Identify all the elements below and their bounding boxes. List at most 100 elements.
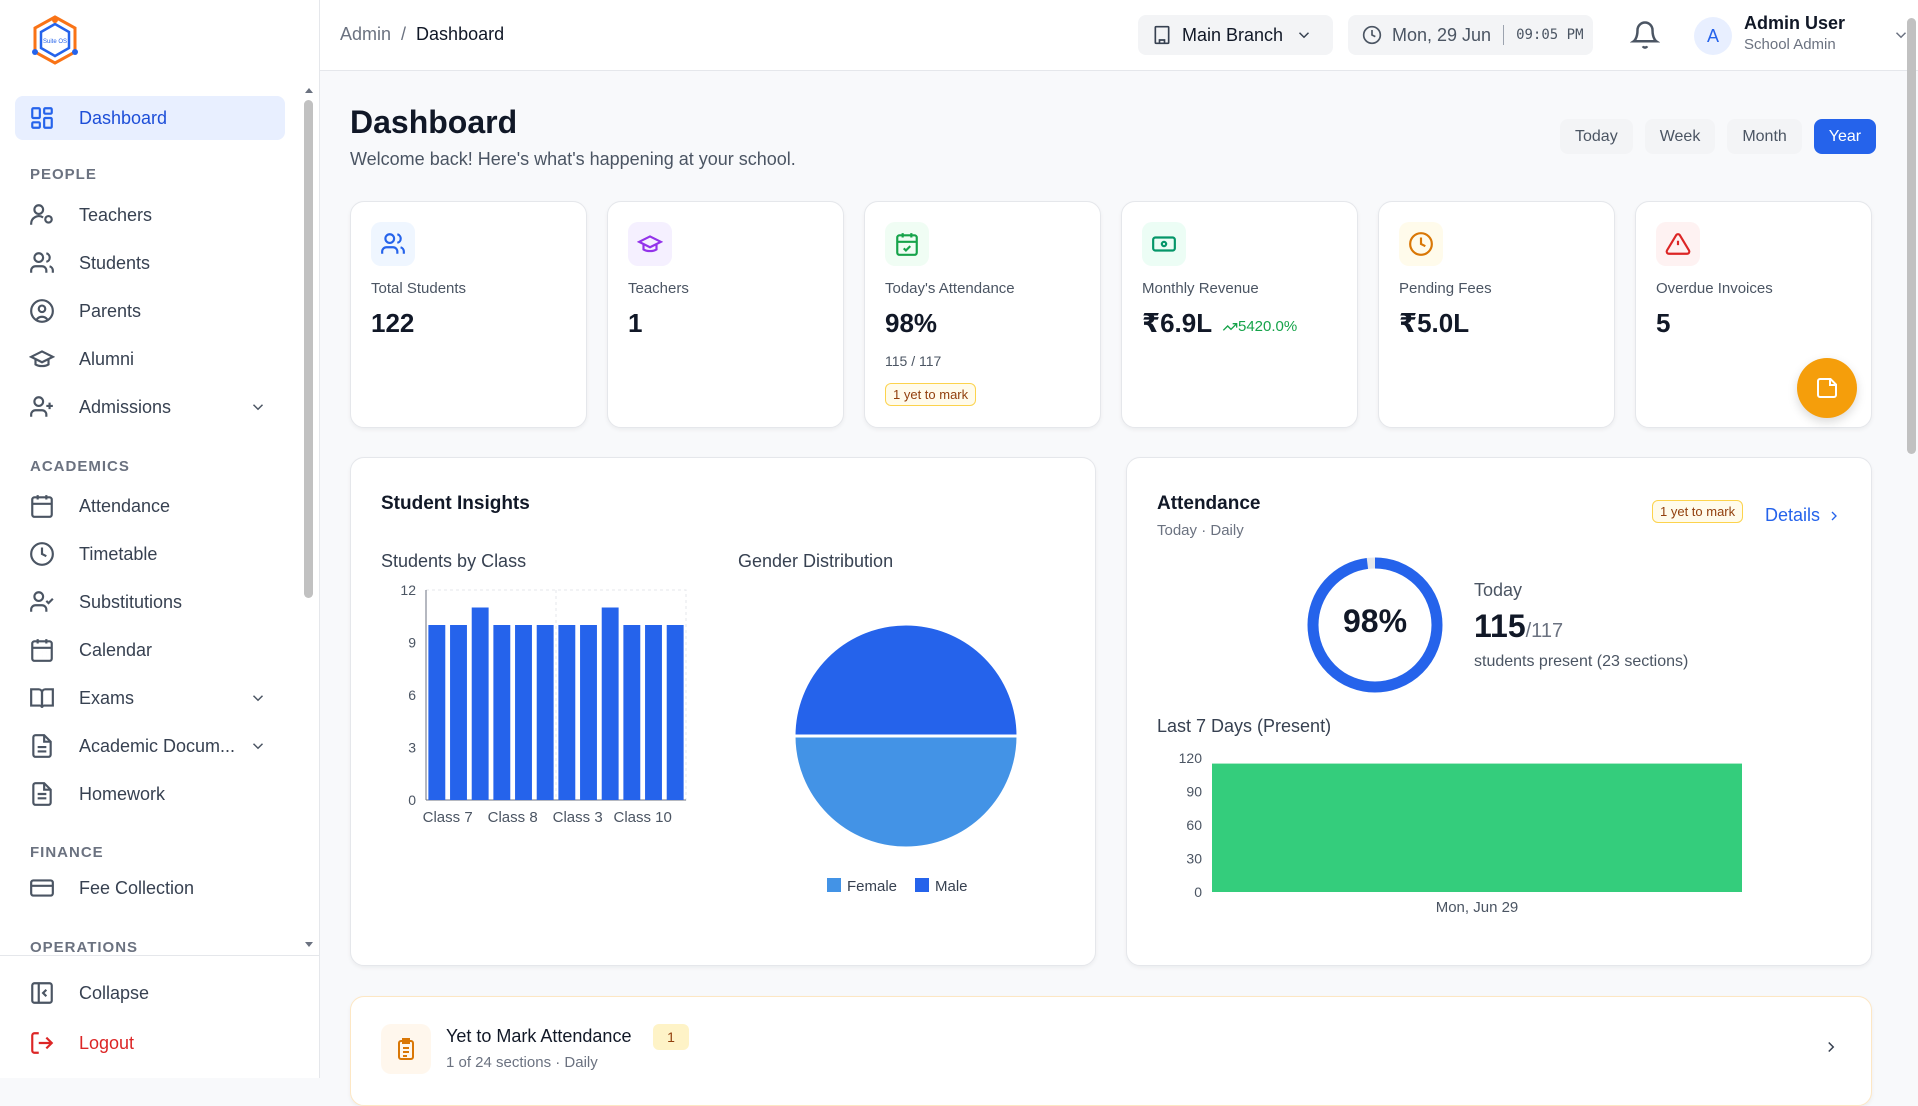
last7-title: Last 7 Days (Present) [1157,716,1332,736]
sidebar-item-fee-collection[interactable]: Fee Collection [15,866,285,910]
yet-to-mark-count: 1 [653,1024,689,1050]
grid-icon [31,107,53,129]
stat-card-monthly-revenue[interactable]: Monthly Revenue ₹6.9L 5420.0% [1121,201,1358,428]
avatar[interactable]: A [1694,17,1732,55]
trending-up-icon [1222,322,1238,331]
graduation-cap-icon [628,222,672,266]
collapse-button[interactable]: Collapse [15,971,285,1015]
yet-to-mark-card[interactable] [350,996,1872,1106]
present-count: 115 /117 [1474,608,1563,645]
attendance-yet-badge: 1 yet to mark [1652,500,1744,523]
logout-label: Logout [79,1032,135,1053]
yet-to-mark-subtitle: 1 of 24 sections · Daily [446,1054,598,1071]
sticky-note-icon [1817,378,1837,398]
x-tick-label: Class 7 [423,809,473,826]
sidebar-scroll-thumb[interactable] [304,100,313,598]
legend-swatch [827,878,841,892]
stat-value: ₹6.9L [1142,308,1213,338]
app-logo[interactable]: Suite OS [30,14,80,66]
stat-card-total-students[interactable]: Total Students 122 [350,201,587,428]
yet-to-mark-title: Yet to Mark Attendance [446,1026,632,1046]
book-open-icon [30,688,54,708]
legend-swatch [915,878,929,892]
file-text-icon [32,734,52,758]
stat-card-attendance[interactable]: Today's Attendance 98% 115 / 117 1 yet t… [864,201,1101,428]
branch-selector[interactable]: Main Branch [1138,15,1333,55]
users-icon [30,252,54,273]
sidebar-item-label: Admissions [79,396,172,417]
chevron-right-icon[interactable] [1822,1038,1840,1056]
sidebar-item-label: Timetable [79,543,158,564]
revenue-trend: 5420.0% [1222,318,1297,335]
details-label: Details [1765,505,1821,525]
page-scroll-thumb[interactable] [1907,18,1916,454]
sidebar-item-exams[interactable]: Exams [15,676,285,720]
section-people: PEOPLE [30,166,97,183]
last-7-days-chart: 0 30 60 90 120 Mon, Jun 29 [1179,750,1742,916]
sidebar-item-timetable[interactable]: Timetable [15,532,285,576]
sidebar-item-attendance[interactable]: Attendance [15,484,285,528]
svg-text:Suite OS: Suite OS [43,39,67,45]
sidebar-item-label: Exams [79,687,135,708]
sidebar-item-admissions[interactable]: Admissions [15,385,285,429]
sidebar-item-dashboard[interactable]: Dashboard [15,96,285,140]
building-icon [1154,25,1170,45]
clock-icon [30,542,54,566]
sidebar-item-label: Teachers [79,204,153,225]
page-scrollbar[interactable] [1904,0,1918,1078]
y-tick-label: 90 [1186,784,1202,800]
pie-slice-male [792,622,1020,738]
stat-card-teachers[interactable]: Teachers 1 [607,201,844,428]
breadcrumb-root[interactable]: Admin [340,24,392,44]
sidebar-footer: Collapse Logout [0,955,320,1078]
stat-label: Pending Fees [1399,280,1492,297]
sidebar-scrollbar[interactable] [302,84,316,952]
attendance-subtitle: Today · Daily [1157,522,1244,539]
sidebar-item-academic-documents[interactable]: Academic Docum... [15,724,285,768]
section-finance: FINANCE [30,844,104,861]
sidebar-item-alumni[interactable]: Alumni [15,337,285,381]
y-tick-label: 30 [1186,851,1202,867]
floating-note-button[interactable] [1797,358,1857,418]
y-tick-label: 0 [1194,884,1202,900]
bar [493,625,511,800]
branch-label: Main Branch [1182,24,1284,45]
file-lines-icon [32,782,52,806]
sidebar-item-substitutions[interactable]: Substitutions [15,580,285,624]
x-tick-label: Mon, Jun 29 [1436,899,1519,916]
sidebar-nav: Dashboard PEOPLE Teachers Students Paren… [0,84,304,952]
logout-button[interactable]: Logout [15,1021,285,1065]
bar [580,625,597,800]
tab-year[interactable]: Year [1813,119,1877,154]
students-by-class-chart: 0 3 6 9 12 Class 7 Class 8 Class 3 Class 10 [400,582,687,826]
sidebar-item-calendar[interactable]: Calendar [15,628,285,672]
graduation-cap-icon [29,350,55,368]
trend-value: 5420.0% [1238,318,1298,335]
tab-month[interactable]: Month [1727,119,1802,154]
tab-today[interactable]: Today [1560,119,1633,154]
sidebar-item-teachers[interactable]: Teachers [15,193,285,237]
bell-icon[interactable] [1630,20,1660,50]
stat-label: Teachers [628,280,689,297]
scroll-arrows [305,88,313,947]
collapse-label: Collapse [79,982,150,1003]
sidebar-item-label: Substitutions [79,591,183,612]
user-cog-icon [30,204,53,225]
sidebar-item-homework[interactable]: Homework [15,772,285,816]
sidebar-item-label: Academic Docum... [79,735,236,756]
user-menu-chevron-icon[interactable] [1892,26,1910,44]
y-tick-label: 0 [408,792,416,808]
sidebar-item-students[interactable]: Students [15,241,285,285]
attendance-details-link[interactable]: Details [1765,505,1842,526]
gender-title: Gender Distribution [738,551,894,571]
y-tick-label: 12 [400,582,416,598]
users-icon [371,222,415,266]
section-operations: OPERATIONS [30,939,139,952]
bar [666,625,684,800]
tab-week[interactable]: Week [1644,119,1716,154]
sidebar-item-label: Dashboard [79,107,168,128]
user-name[interactable]: Admin User [1744,13,1846,33]
breadcrumb-separator: / [401,24,407,44]
sidebar-item-parents[interactable]: Parents [15,289,285,333]
stat-card-pending-fees[interactable]: Pending Fees ₹5.0L [1378,201,1615,428]
